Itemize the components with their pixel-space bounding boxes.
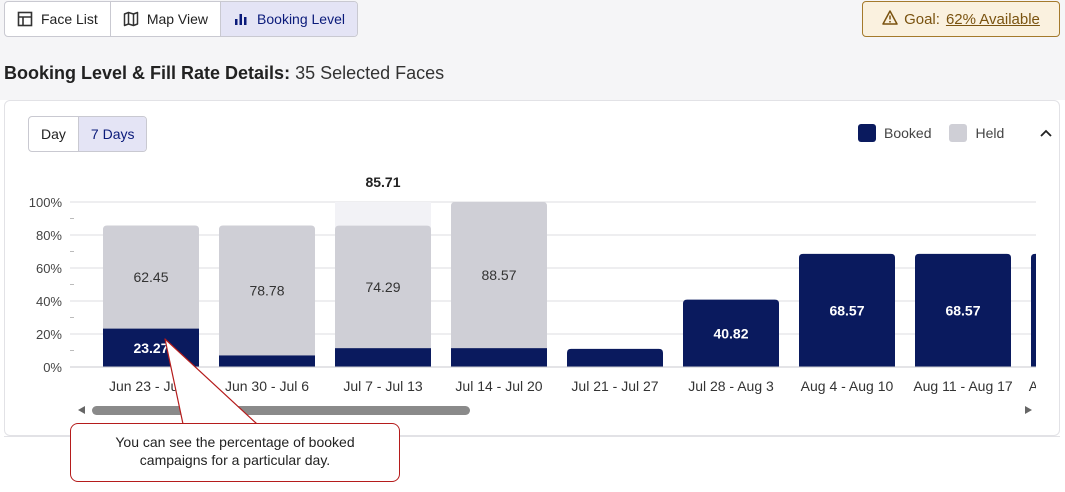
warning-icon — [882, 9, 898, 29]
legend-label-held: Held — [975, 125, 1005, 141]
goal-badge[interactable]: Goal: 62% Available — [862, 1, 1060, 37]
legend-swatch-held — [949, 124, 968, 142]
x-tick-label: Aug 18 - Aug 24 — [1029, 378, 1065, 394]
legend-label-booked: Booked — [884, 125, 932, 141]
map-icon — [123, 11, 139, 27]
range-7-days-button[interactable]: 7 Days — [77, 117, 147, 151]
x-tick-label: Aug 11 - Aug 17 — [913, 378, 1013, 394]
bar-label-booked: 40.82 — [713, 325, 748, 341]
y-tick-label: 60% — [36, 261, 62, 276]
bar-label-held: 74.29 — [365, 279, 400, 295]
bar-label-booked: 68.57 — [945, 302, 980, 318]
legend-swatch-booked — [858, 124, 876, 142]
tab-map-view-label: Map View — [146, 11, 209, 27]
goal-prefix: Goal: — [904, 10, 940, 28]
bar-booked — [567, 348, 663, 367]
bar-held — [103, 225, 199, 329]
x-tick-label: Jul 14 - Jul 20 — [455, 378, 542, 394]
hover-total-label: 85.71 — [365, 174, 400, 190]
bar-booked — [451, 348, 547, 367]
bar-label-held: 62.45 — [133, 269, 168, 285]
view-tabs: Face List Map View Booking Level — [4, 1, 358, 37]
tab-face-list-label: Face List — [41, 11, 98, 27]
tab-face-list[interactable]: Face List — [5, 2, 111, 36]
page-title-bold: Booking Level & Fill Rate Details: — [4, 63, 291, 83]
y-tick-label: 80% — [36, 228, 62, 243]
bars-group: 62.45 23.27 Jun 23 - Jul 1 78.78 Jun 30 - Ju… — [103, 202, 1065, 394]
x-tick-label: Jul 7 - Jul 13 — [343, 378, 423, 394]
bar-held — [335, 225, 431, 349]
bar-label-held: 78.78 — [249, 282, 284, 298]
bar-booked — [915, 253, 1011, 367]
bar-booked — [799, 253, 895, 367]
chart-legend: Booked Held — [858, 124, 1054, 142]
range-day-button[interactable]: Day — [41, 126, 66, 142]
scroll-right-arrow — [1025, 406, 1032, 414]
annotation-callout: You can see the percentage of booked cam… — [70, 423, 400, 482]
y-tick-label: 20% — [36, 327, 62, 342]
bar-booked — [219, 355, 315, 367]
bar-chart-icon — [233, 11, 249, 27]
card-divider — [4, 436, 1060, 437]
y-tick-label: 100% — [29, 195, 63, 210]
x-tick-label: Jul 28 - Aug 3 — [688, 378, 774, 394]
x-tick-label: Aug 4 - Aug 10 — [801, 378, 894, 394]
page-title: Booking Level & Fill Rate Details: 35 Se… — [4, 63, 444, 84]
chevron-up-icon[interactable] — [1038, 125, 1054, 141]
callout-pointer — [164, 338, 258, 425]
tab-booking-level[interactable]: Booking Level — [221, 2, 357, 36]
page-title-count: 35 Selected Faces — [290, 63, 445, 83]
bar-held — [451, 202, 547, 349]
bar-booked — [335, 348, 431, 367]
scrollbar-thumb — [92, 406, 470, 415]
tab-map-view[interactable]: Map View — [111, 2, 222, 36]
bar-booked — [683, 299, 779, 367]
bar-held — [219, 225, 315, 356]
y-tick-label: 40% — [36, 294, 62, 309]
x-tick-label: Jun 23 - Jul 1 — [109, 378, 193, 394]
x-tick-label: Jun 30 - Jul 6 — [225, 378, 309, 394]
table-icon — [17, 11, 33, 27]
tab-booking-level-label: Booking Level — [257, 11, 345, 27]
bar-booked — [1031, 253, 1036, 367]
scroll-left-arrow — [78, 406, 85, 414]
bar-label-booked: 68.57 — [829, 302, 864, 318]
x-tick-label: Jul 21 - Jul 27 — [571, 378, 658, 394]
bar-label-held: 88.57 — [481, 267, 516, 283]
range-toggle: Day 7 Days — [28, 116, 148, 152]
bar-label-booked: 23.27 — [133, 340, 168, 356]
goal-available-link[interactable]: 62% Available — [945, 10, 1040, 28]
y-tick-label: 0% — [43, 360, 62, 375]
